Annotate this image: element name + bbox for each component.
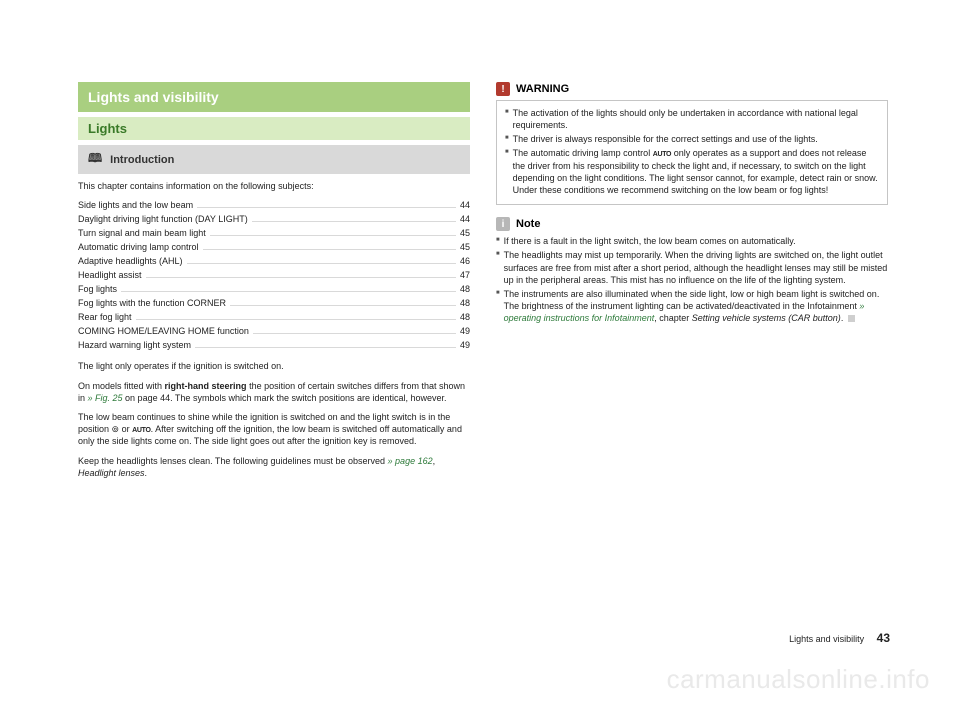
paragraph: The light only operates if the ignition … xyxy=(78,360,470,372)
intro-text: This chapter contains information on the… xyxy=(78,180,470,192)
toc-label: Fog lights xyxy=(78,283,117,297)
bullet-text: The instruments are also illuminated whe… xyxy=(504,288,888,324)
toc-page: 45 xyxy=(460,227,470,241)
toc-page: 44 xyxy=(460,199,470,213)
toc-page: 49 xyxy=(460,325,470,339)
book-icon: 🕮 xyxy=(88,149,102,170)
toc-row[interactable]: Fog lights 48 xyxy=(78,283,470,297)
toc-leader xyxy=(136,319,456,320)
toc-row[interactable]: Headlight assist 47 xyxy=(78,269,470,283)
auto-icon: AUTO xyxy=(653,151,672,158)
toc-leader xyxy=(210,235,456,236)
warning-icon: ! xyxy=(496,82,510,96)
bullet-icon: ■ xyxy=(505,133,509,145)
warning-heading: ! WARNING xyxy=(496,82,888,96)
toc-label: Automatic driving lamp control xyxy=(78,241,199,255)
toc-row[interactable]: Hazard warning light system 49 xyxy=(78,339,470,353)
right-column: ! WARNING ■The activation of the lights … xyxy=(496,82,888,486)
left-column: Lights and visibility Lights 🕮 Introduct… xyxy=(78,82,470,486)
paragraph: On models fitted with right-hand steerin… xyxy=(78,380,470,404)
subsection-label: Introduction xyxy=(110,154,174,166)
toc-label: Side lights and the low beam xyxy=(78,199,193,213)
toc-leader xyxy=(195,347,456,348)
toc-leader xyxy=(146,277,456,278)
toc-page: 48 xyxy=(460,297,470,311)
bullet-text: The driver is always responsible for the… xyxy=(513,133,818,145)
toc-label: COMING HOME/LEAVING HOME function xyxy=(78,325,249,339)
toc-page: 47 xyxy=(460,269,470,283)
toc-label: Daylight driving light function (DAY LIG… xyxy=(78,213,248,227)
toc-row[interactable]: Adaptive headlights (AHL) 46 xyxy=(78,255,470,269)
warning-bullet: ■ The driver is always responsible for th… xyxy=(505,133,879,145)
bullet-text: If there is a fault in the light switch,… xyxy=(504,235,796,247)
bullet-text: The automatic driving lamp control AUTO … xyxy=(513,147,879,196)
bullet-icon: ■ xyxy=(505,147,509,196)
toc-row[interactable]: COMING HOME/LEAVING HOME function 49 xyxy=(78,325,470,339)
toc-page: 46 xyxy=(460,255,470,269)
toc-leader xyxy=(252,221,456,222)
page-number: 43 xyxy=(877,631,890,645)
toc-leader xyxy=(121,291,456,292)
toc-leader xyxy=(230,305,456,306)
lowbeam-icon: ⊚ xyxy=(112,424,120,434)
warning-box: ■The activation of the lights should onl… xyxy=(496,100,888,205)
auto-icon: AUTO xyxy=(132,427,151,434)
toc-leader xyxy=(197,207,456,208)
bullet-icon: ■ xyxy=(496,249,500,285)
chapter-heading: Lights and visibility xyxy=(78,82,470,112)
toc-page: 49 xyxy=(460,339,470,353)
bullet-icon: ■ xyxy=(505,107,509,131)
toc-label: Rear fog light xyxy=(78,311,132,325)
toc-row[interactable]: Daylight driving light function (DAY LIG… xyxy=(78,213,470,227)
watermark: carmanualsonline.info xyxy=(667,664,930,695)
toc-page: 45 xyxy=(460,241,470,255)
subsection-heading: 🕮 Introduction xyxy=(78,145,470,174)
toc-leader xyxy=(203,249,456,250)
section-end-icon xyxy=(848,315,855,322)
reference-italic: Headlight lenses xyxy=(78,468,145,478)
toc-label: Headlight assist xyxy=(78,269,142,283)
bullet-icon: ■ xyxy=(496,235,500,247)
toc-leader xyxy=(253,333,456,334)
toc-label: Adaptive headlights (AHL) xyxy=(78,255,183,269)
toc-label: Hazard warning light system xyxy=(78,339,191,353)
bullet-text: The headlights may mist up temporarily. … xyxy=(504,249,888,285)
toc-leader xyxy=(187,263,456,264)
note-heading: i Note xyxy=(496,217,888,231)
warning-bullet: ■The activation of the lights should onl… xyxy=(505,107,879,131)
page-footer: Lights and visibility 43 xyxy=(789,631,890,645)
toc-page: 48 xyxy=(460,283,470,297)
page-link[interactable]: » page 162 xyxy=(388,456,433,466)
toc-label: Turn signal and main beam light xyxy=(78,227,206,241)
paragraph: Keep the headlights lenses clean. The fo… xyxy=(78,455,470,479)
reference-italic: Setting vehicle systems (CAR button) xyxy=(692,313,841,323)
note-bullet: ■The instruments are also illuminated wh… xyxy=(496,288,888,324)
paragraph: The low beam continues to shine while th… xyxy=(78,411,470,448)
warning-bullet: ■The automatic driving lamp control AUTO… xyxy=(505,147,879,196)
warning-label: WARNING xyxy=(516,83,569,95)
toc-row[interactable]: Side lights and the low beam 44 xyxy=(78,199,470,213)
toc-page: 48 xyxy=(460,311,470,325)
toc-row[interactable]: Rear fog light 48 xyxy=(78,311,470,325)
table-of-contents: Side lights and the low beam 44 Daylight d… xyxy=(78,199,470,352)
footer-label: Lights and visibility xyxy=(789,634,864,644)
note-bullet: ■ If there is a fault in the light switch… xyxy=(496,235,888,247)
section-heading: Lights xyxy=(78,117,470,140)
toc-label: Fog lights with the function CORNER xyxy=(78,297,226,311)
note-body: ■ If there is a fault in the light switch… xyxy=(496,235,888,324)
info-icon: i xyxy=(496,217,510,231)
toc-row[interactable]: Automatic driving lamp control 45 xyxy=(78,241,470,255)
bullet-icon: ■ xyxy=(496,288,500,324)
figure-link[interactable]: » Fig. 25 xyxy=(88,393,123,403)
note-label: Note xyxy=(516,218,540,230)
toc-row[interactable]: Turn signal and main beam light 45 xyxy=(78,227,470,241)
bullet-text: The activation of the lights should only… xyxy=(513,107,879,131)
toc-page: 44 xyxy=(460,213,470,227)
note-bullet: ■The headlights may mist up temporarily.… xyxy=(496,249,888,285)
toc-row[interactable]: Fog lights with the function CORNER 48 xyxy=(78,297,470,311)
